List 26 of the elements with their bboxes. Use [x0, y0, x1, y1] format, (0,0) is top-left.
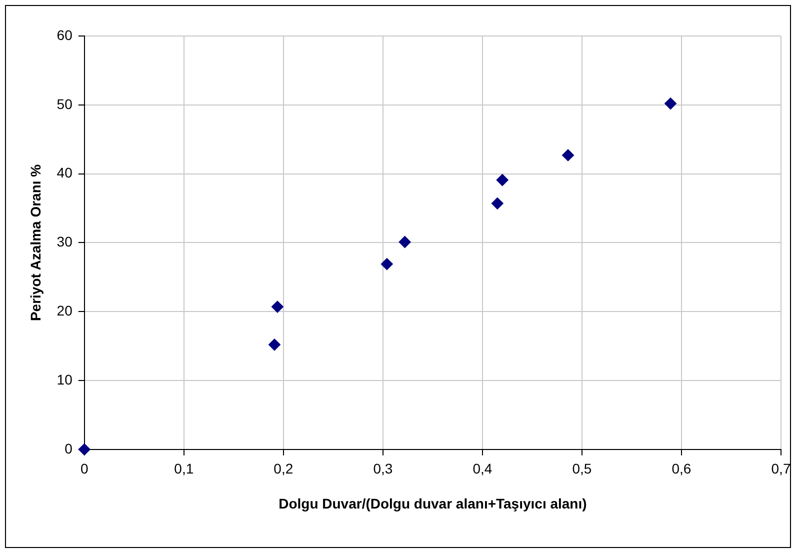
point	[271, 300, 284, 313]
y-tick-label: 10	[56, 371, 73, 388]
y-axis-title: Periyot Azalma Oranı %	[27, 164, 44, 322]
x-tick-label: 0,2	[274, 460, 294, 477]
point	[491, 197, 504, 210]
point	[664, 98, 677, 110]
point	[268, 338, 280, 351]
x-tick-label: 0,1	[174, 460, 194, 477]
y-tick-label: 60	[56, 26, 73, 43]
y-tick-label: 50	[56, 96, 73, 112]
point	[398, 236, 411, 248]
point	[496, 174, 508, 186]
x-tick-label: 0	[80, 460, 88, 477]
y-tick-label: 30	[56, 234, 73, 250]
x-tick-label: 0,4	[472, 460, 492, 477]
x-tick-label: 0,5	[572, 460, 592, 477]
x-tick-label: 0,7	[771, 460, 791, 477]
y-tick-label: 40	[56, 164, 73, 181]
x-tick-label: 0,6	[672, 460, 692, 477]
x-tick-label: 0,3	[373, 460, 393, 477]
point	[562, 149, 574, 162]
x-axis-title: Dolgu Duvar/(Dolgu duvar alanı+Taşıyıcı alanı)	[278, 495, 587, 512]
y-tick-label: 20	[56, 302, 73, 318]
y-tick-label: 0	[64, 440, 73, 456]
point	[380, 258, 393, 270]
point	[78, 443, 90, 456]
